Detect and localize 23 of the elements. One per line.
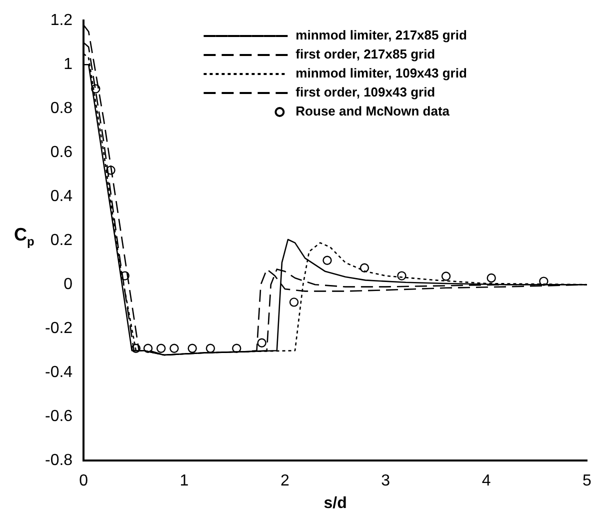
y-tick-label: 1.2	[50, 12, 73, 30]
y-tick-label: -0.4	[44, 364, 73, 382]
y-tick-label: 1	[64, 56, 73, 74]
x-tick-label: 5	[582, 472, 592, 490]
x-axis-title: s/d	[324, 494, 347, 512]
y-tick-label: -0.2	[44, 320, 73, 338]
y-tick-label: -0.8	[44, 452, 73, 470]
y-tick-label: 0.2	[50, 232, 73, 250]
y-tick-label: 0.4	[50, 188, 73, 206]
legend-label: first order, 109x43 grid	[296, 84, 436, 100]
y-tick-label: 0.8	[50, 100, 73, 118]
legend-label: first order, 217x85 grid	[296, 46, 436, 62]
x-tick-label: 1	[180, 472, 189, 490]
y-tick-label: 0	[64, 276, 73, 294]
y-tick-label: -0.6	[44, 408, 73, 426]
legend-label: Rouse and McNown data	[296, 104, 450, 119]
x-tick-label: 2	[280, 472, 290, 490]
legend-label: minmod limiter, 109x43 grid	[296, 66, 467, 81]
y-tick-label: 0.6	[50, 144, 73, 162]
x-tick-label: 0	[79, 472, 88, 490]
x-tick-label: 3	[381, 472, 390, 490]
legend-label: minmod limiter, 217x85 grid	[296, 28, 467, 43]
x-tick-label: 4	[482, 472, 491, 490]
